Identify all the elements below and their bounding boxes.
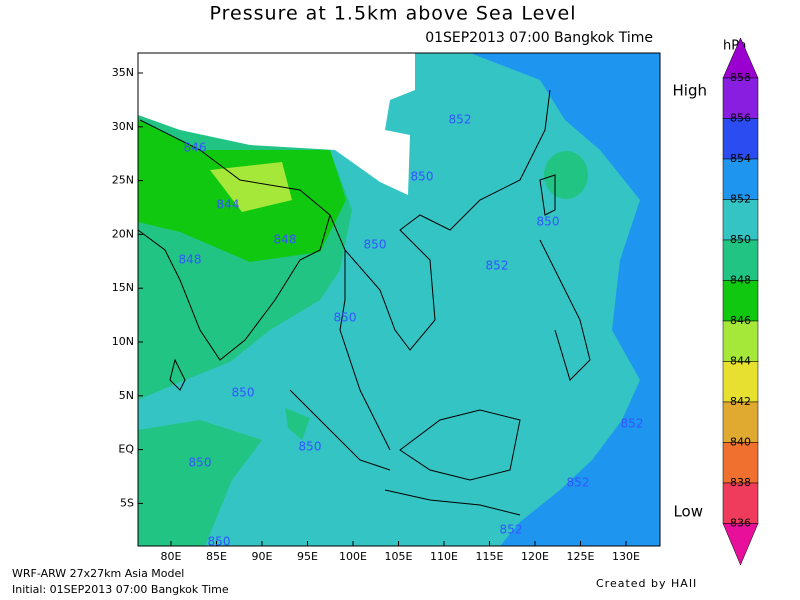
colorbar-segment — [722, 280, 759, 322]
contour-label: 850 — [232, 386, 255, 400]
lon-tick-label: 115E — [476, 550, 504, 563]
lon-tick-label: 80E — [161, 550, 182, 563]
map — [138, 53, 660, 546]
lat-tick-label: 30N — [112, 120, 134, 133]
contour-label: 852 — [449, 113, 472, 127]
model-label: WRF-ARW 27x27km Asia Model — [12, 567, 184, 580]
subtitle: 01SEP2013 07:00 Bangkok Time — [425, 30, 653, 46]
lon-tick-label: 130E — [612, 550, 640, 563]
lon-tick-label: 105E — [385, 550, 413, 563]
contour-label: 850 — [364, 238, 387, 252]
contour-label: 850 — [411, 170, 434, 184]
title: Pressure at 1.5km above Sea Level — [210, 3, 577, 25]
lat-tick-label: 15N — [112, 281, 134, 294]
lat-tick-label: EQ — [118, 443, 134, 456]
colorbar-label: 846 — [730, 314, 751, 327]
colorbar-label: 848 — [730, 274, 751, 287]
colorbar-segment — [722, 482, 759, 524]
lon-tick-label: 95E — [297, 550, 318, 563]
moderate-pressure-area — [138, 420, 262, 546]
contour-label: 852 — [500, 523, 523, 537]
contour-label: 848 — [179, 253, 202, 267]
lon-tick-label: 110E — [430, 550, 458, 563]
colorbar-label: 838 — [730, 476, 751, 489]
moderate-pressure-area — [544, 151, 588, 199]
colorbar-segment — [722, 118, 759, 160]
colorbar-segment — [722, 158, 759, 200]
lat-tick-label: 25N — [112, 174, 134, 187]
contour-label: 850 — [299, 440, 322, 454]
lon-tick-label: 120E — [521, 550, 549, 563]
colorbar-bottom — [722, 523, 759, 566]
lat-tick-label: 35N — [112, 66, 134, 79]
lon-tick-label: 100E — [339, 550, 367, 563]
colorbar-low: Low — [673, 503, 703, 521]
moderate-pressure-area — [285, 408, 310, 440]
coastline — [138, 89, 591, 516]
colorbar-segment — [722, 442, 759, 484]
lowest-pressure-area — [210, 162, 292, 212]
colorbar-label: 858 — [730, 71, 751, 84]
high-pressure-area — [470, 53, 660, 546]
colorbar-label: 852 — [730, 193, 751, 206]
contour-label: 852 — [567, 476, 590, 490]
colorbar-segment — [722, 239, 759, 281]
colorbar-segment — [722, 401, 759, 443]
contour-label: 850 — [334, 311, 357, 325]
initial-label: Initial: 01SEP2013 07:00 Bangkok Time — [12, 583, 229, 596]
contour-label: 850 — [537, 215, 560, 229]
contour-label: 846 — [184, 141, 207, 155]
colorbar-segment — [722, 320, 759, 362]
colorbar-label: 854 — [730, 152, 751, 165]
contour-label: 848 — [274, 233, 297, 247]
lon-tick-label: 85E — [206, 550, 227, 563]
colorbar-label: 844 — [730, 355, 751, 368]
lat-tick-label: 5S — [120, 496, 134, 509]
colorbar-label: 840 — [730, 436, 751, 449]
contour-label: 850 — [189, 456, 212, 470]
lon-tick-label: 90E — [252, 550, 273, 563]
colorbar-label: 856 — [730, 112, 751, 125]
contour-label: 852 — [621, 417, 644, 431]
colorbar-label: 842 — [730, 395, 751, 408]
colorbar-segment — [722, 77, 759, 119]
credit-label: Created by HAII — [596, 577, 697, 590]
lon-tick-label: 125E — [567, 550, 595, 563]
lat-tick-label: 5N — [119, 389, 134, 402]
contour-label: 850 — [208, 535, 231, 549]
colorbar-segment — [722, 199, 759, 241]
terrain-mask — [138, 53, 415, 195]
contour-label: 852 — [486, 259, 509, 273]
colorbar-segment — [722, 361, 759, 403]
colorbar-high: High — [673, 82, 707, 100]
lat-tick-label: 10N — [112, 335, 134, 348]
colorbar-label: 836 — [730, 517, 751, 530]
contour-label: 844 — [217, 198, 240, 212]
colorbar-label: 850 — [730, 233, 751, 246]
lat-tick-label: 20N — [112, 227, 134, 240]
